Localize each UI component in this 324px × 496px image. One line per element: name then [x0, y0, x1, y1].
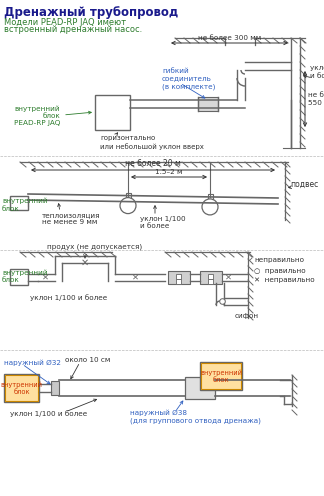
Text: наружный Ø32: наружный Ø32: [4, 360, 61, 367]
Bar: [208, 274, 213, 279]
Bar: [10, 269, 28, 285]
Text: уклон 1/100 и более: уклон 1/100 и более: [10, 410, 87, 417]
Text: встроенный дренажный насос.: встроенный дренажный насос.: [4, 25, 142, 34]
Bar: [207, 194, 213, 199]
Text: ✕: ✕: [225, 272, 232, 282]
Text: внутренний
блок
PEAD-RP JAQ: внутренний блок PEAD-RP JAQ: [14, 105, 60, 126]
Circle shape: [120, 197, 136, 214]
Text: ✕: ✕: [81, 258, 89, 268]
Text: продух (не допускается): продух (не допускается): [47, 244, 143, 250]
Text: гибкий
соединитель
(в комплекте): гибкий соединитель (в комплекте): [162, 68, 215, 89]
Bar: [176, 279, 181, 284]
Text: Дренажный трубопровод: Дренажный трубопровод: [4, 6, 178, 19]
Text: внутренний
блок: внутренний блок: [200, 369, 242, 383]
Bar: [51, 381, 59, 395]
Text: подвес: подвес: [290, 180, 318, 188]
Text: внутренний
блок: внутренний блок: [1, 381, 42, 395]
Bar: [95, 95, 130, 130]
Text: Модели PEAD-RP JAQ имеют: Модели PEAD-RP JAQ имеют: [4, 18, 126, 27]
Text: ✕: ✕: [132, 272, 138, 282]
Text: сифон: сифон: [235, 313, 259, 319]
Bar: [168, 271, 190, 284]
Bar: [185, 377, 215, 399]
Bar: [200, 362, 242, 390]
Text: около 10 см: около 10 см: [65, 357, 110, 363]
Text: уклон 1/100
и более: уклон 1/100 и более: [310, 65, 324, 78]
Text: внутренний
блок: внутренний блок: [2, 198, 48, 212]
Text: уклон 1/100 и более: уклон 1/100 и более: [30, 294, 107, 301]
Text: неправильно: неправильно: [254, 257, 304, 263]
Text: не более
550 мм: не более 550 мм: [308, 92, 324, 106]
Text: ✕  неправильно: ✕ неправильно: [254, 277, 315, 283]
Text: горизонтально
или небольшой уклон вверх: горизонтально или небольшой уклон вверх: [100, 135, 204, 150]
Bar: [208, 279, 213, 284]
Bar: [201, 363, 241, 389]
Bar: [176, 274, 181, 279]
Bar: [200, 271, 222, 284]
Text: не более 20 м: не более 20 м: [125, 159, 181, 168]
Text: уклон 1/100
и более: уклон 1/100 и более: [140, 216, 186, 230]
Bar: [5, 375, 38, 401]
Text: 1.5–2 м: 1.5–2 м: [155, 169, 183, 175]
Text: наружный Ø38
(для группового отвода дренажа): наружный Ø38 (для группового отвода дрен…: [130, 410, 261, 425]
Bar: [4, 374, 39, 402]
Text: ○  правильно: ○ правильно: [254, 268, 306, 274]
Text: не более 300 мм: не более 300 мм: [198, 35, 261, 41]
Text: ✕: ✕: [41, 272, 49, 282]
Text: теплоизоляция
не менее 9 мм: теплоизоляция не менее 9 мм: [42, 212, 100, 226]
Text: внутренний
блок: внутренний блок: [2, 269, 48, 283]
Bar: [198, 97, 218, 111]
Circle shape: [202, 199, 218, 215]
Bar: [10, 196, 28, 210]
Bar: [125, 193, 131, 198]
